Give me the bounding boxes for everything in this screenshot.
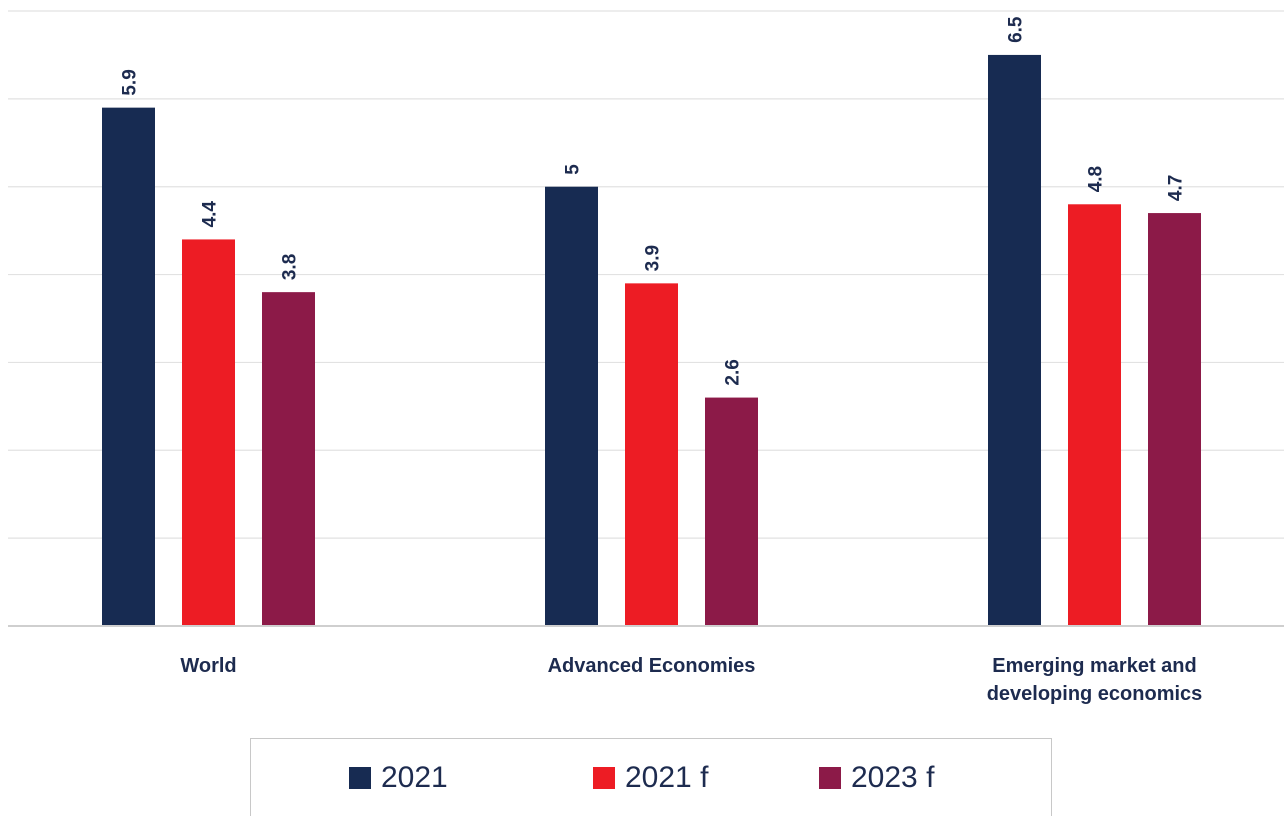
- data-label: 5.9: [120, 69, 141, 95]
- bar: [545, 186, 598, 626]
- legend-swatch-2021: [349, 767, 371, 789]
- data-label: 4.8: [1086, 166, 1107, 192]
- bar: [102, 107, 155, 626]
- category-label: developing economics: [987, 683, 1203, 705]
- category-label: Emerging market and: [992, 655, 1197, 677]
- chart-legend: 2021 2021 f 2023 f: [250, 738, 1052, 816]
- legend-swatch-2021-f: [593, 767, 615, 789]
- legend-item-2021-f: 2021 f: [593, 739, 708, 816]
- legend-swatch-2023-f: [819, 767, 841, 789]
- data-label: 2.6: [723, 359, 744, 385]
- legend-label-2021: 2021: [381, 761, 448, 794]
- legend-item-2021: 2021: [349, 739, 448, 816]
- bar: [625, 283, 678, 626]
- bar: [988, 54, 1041, 626]
- data-label: 4.4: [200, 201, 221, 228]
- bar: [262, 292, 315, 626]
- bar: [182, 239, 235, 626]
- bar: [1148, 213, 1201, 627]
- data-label: 3.9: [643, 245, 664, 271]
- legend-item-2023-f: 2023 f: [819, 739, 934, 816]
- category-label: Advanced Economies: [548, 655, 756, 677]
- data-label: 6.5: [1006, 16, 1027, 43]
- data-label: 5: [563, 164, 584, 175]
- legend-label-2023-f: 2023 f: [851, 761, 935, 794]
- category-label: World: [180, 655, 236, 677]
- legend-label-2021-f: 2021 f: [625, 761, 709, 794]
- data-label: 4.7: [1166, 175, 1187, 201]
- data-label: 3.8: [280, 254, 301, 280]
- bar: [1068, 204, 1121, 627]
- bar: [705, 397, 758, 626]
